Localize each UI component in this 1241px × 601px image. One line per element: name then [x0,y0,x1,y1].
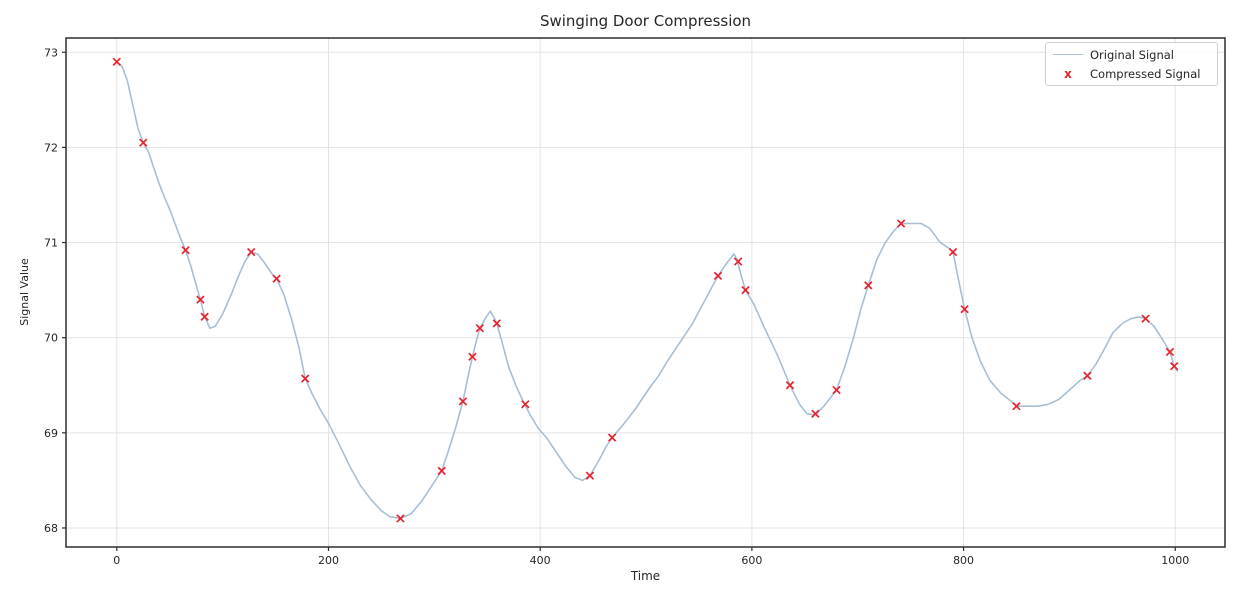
chart-title: Swinging Door Compression [539,12,752,30]
legend-entry-original: Original Signal [1046,47,1217,63]
y-tick-label: 72 [44,141,58,154]
compressed-signal-markers [112,57,1179,523]
x-tick-label: 600 [741,554,762,567]
x-tick-label: 0 [113,554,120,567]
x-tick-label: 200 [318,554,339,567]
x-axis-label: Time [630,569,661,583]
y-tick-label: 70 [44,332,58,345]
y-tick-label: 73 [44,46,58,59]
y-tick-label: 71 [44,237,58,250]
gridlines [66,38,1225,547]
legend-label-original: Original Signal [1090,47,1174,62]
x-tick-label: 800 [953,554,974,567]
compressed-signal-x-icon: x [1064,66,1072,81]
legend-entry-compressed: x Compressed Signal [1046,66,1217,82]
plot-frame [65,37,1226,548]
y-axis-label: Signal Value [18,258,31,326]
y-tick-label: 68 [44,522,58,535]
legend: Original Signal x Compressed Signal [1045,42,1218,86]
original-signal-line-icon [1046,54,1090,55]
legend-label-compressed: Compressed Signal [1090,66,1201,81]
axis-ticks: 0 200 400 600 800 1000 68 69 70 71 72 73 [44,46,1189,567]
y-tick-label: 69 [44,427,58,440]
x-tick-label: 400 [530,554,551,567]
original-signal-line [116,60,1179,520]
x-tick-label: 1000 [1161,554,1189,567]
